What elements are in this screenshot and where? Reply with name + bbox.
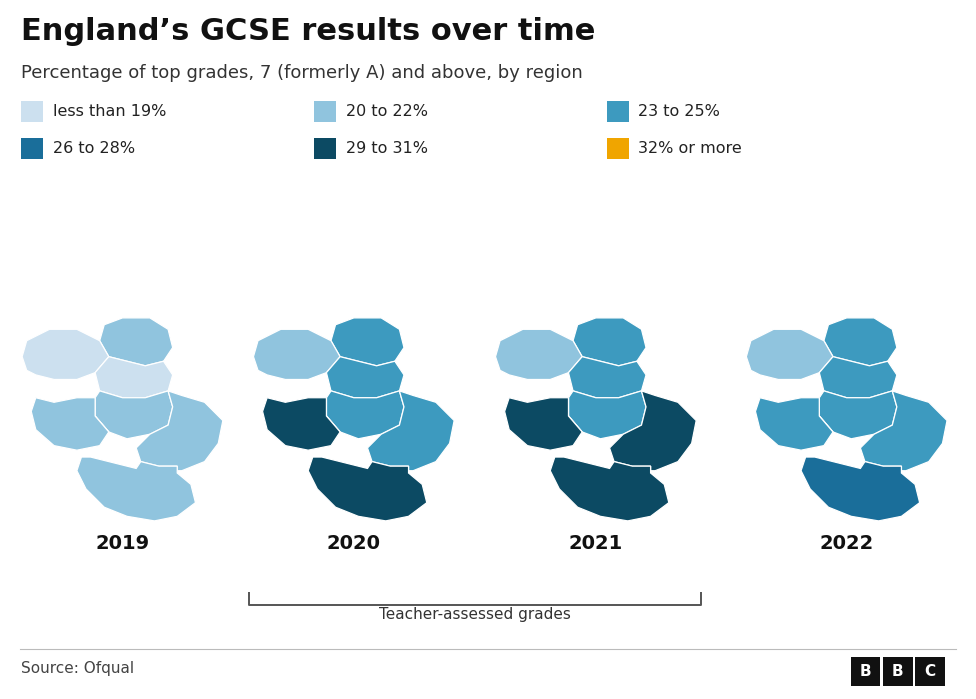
Polygon shape bbox=[819, 391, 897, 439]
Polygon shape bbox=[505, 398, 582, 450]
Polygon shape bbox=[326, 356, 404, 398]
Text: 26 to 28%: 26 to 28% bbox=[53, 140, 135, 156]
Polygon shape bbox=[610, 391, 696, 470]
Polygon shape bbox=[573, 318, 646, 366]
Polygon shape bbox=[137, 461, 178, 480]
Polygon shape bbox=[95, 391, 173, 439]
Polygon shape bbox=[610, 461, 651, 480]
Polygon shape bbox=[861, 461, 902, 480]
Text: 2019: 2019 bbox=[96, 534, 149, 553]
Polygon shape bbox=[308, 457, 427, 521]
Text: 2020: 2020 bbox=[327, 534, 381, 553]
Polygon shape bbox=[747, 329, 833, 380]
Polygon shape bbox=[824, 318, 897, 366]
FancyBboxPatch shape bbox=[851, 657, 880, 686]
Polygon shape bbox=[100, 318, 173, 366]
Polygon shape bbox=[755, 398, 833, 450]
Polygon shape bbox=[550, 457, 669, 521]
Text: B: B bbox=[860, 664, 872, 679]
Polygon shape bbox=[22, 329, 108, 380]
Text: Source: Ofqual: Source: Ofqual bbox=[21, 661, 135, 676]
Polygon shape bbox=[31, 398, 108, 450]
Polygon shape bbox=[331, 318, 404, 366]
Polygon shape bbox=[137, 391, 223, 470]
Polygon shape bbox=[861, 391, 947, 470]
Polygon shape bbox=[801, 457, 919, 521]
Text: 23 to 25%: 23 to 25% bbox=[638, 104, 720, 120]
Text: Teacher-assessed grades: Teacher-assessed grades bbox=[379, 607, 571, 622]
Polygon shape bbox=[326, 391, 404, 439]
Polygon shape bbox=[263, 398, 340, 450]
FancyBboxPatch shape bbox=[883, 657, 913, 686]
Polygon shape bbox=[368, 461, 409, 480]
Text: 20 to 22%: 20 to 22% bbox=[346, 104, 427, 120]
Text: less than 19%: less than 19% bbox=[53, 104, 166, 120]
Text: 2022: 2022 bbox=[820, 534, 874, 553]
Polygon shape bbox=[568, 356, 646, 398]
Polygon shape bbox=[263, 398, 340, 450]
Text: 32% or more: 32% or more bbox=[638, 140, 742, 156]
Polygon shape bbox=[568, 391, 646, 439]
Polygon shape bbox=[77, 457, 195, 521]
Text: Percentage of top grades, 7 (formerly A) and above, by region: Percentage of top grades, 7 (formerly A)… bbox=[21, 64, 584, 82]
Polygon shape bbox=[368, 391, 454, 470]
Polygon shape bbox=[31, 398, 108, 450]
Text: B: B bbox=[892, 664, 904, 679]
Polygon shape bbox=[95, 356, 173, 398]
Polygon shape bbox=[254, 329, 340, 380]
Polygon shape bbox=[755, 398, 833, 450]
Text: C: C bbox=[924, 664, 936, 679]
Text: England’s GCSE results over time: England’s GCSE results over time bbox=[21, 17, 595, 46]
FancyBboxPatch shape bbox=[915, 657, 945, 686]
Text: 2021: 2021 bbox=[569, 534, 623, 553]
Polygon shape bbox=[819, 356, 897, 398]
Polygon shape bbox=[496, 329, 582, 380]
Text: 29 to 31%: 29 to 31% bbox=[346, 140, 427, 156]
Polygon shape bbox=[505, 398, 582, 450]
